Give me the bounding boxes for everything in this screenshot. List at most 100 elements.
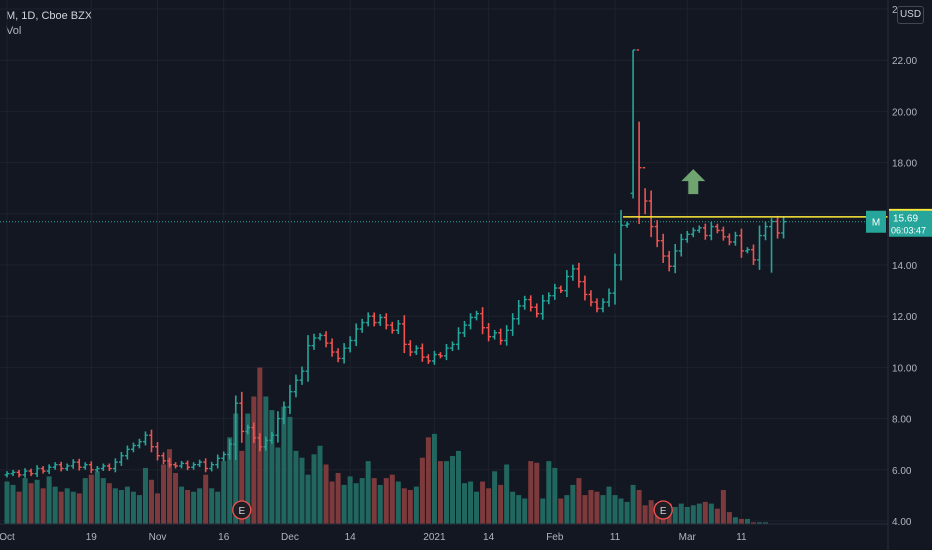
earnings-marker: E — [232, 500, 252, 520]
volume-bar — [359, 478, 365, 524]
price-bar — [137, 438, 142, 449]
volume-bar — [696, 503, 702, 524]
volume-bar — [155, 493, 160, 524]
price-bar — [269, 431, 275, 444]
price-tick-label: 22.00 — [892, 56, 917, 67]
price-bar — [558, 285, 564, 294]
price-bar — [654, 220, 660, 248]
volume-label[interactable]: Vol — [6, 25, 22, 37]
volume-bar — [558, 498, 564, 524]
price-bar — [630, 49, 636, 199]
volume-bar — [287, 416, 293, 524]
price-bar — [245, 424, 251, 435]
price-bar — [456, 327, 461, 350]
price-bar — [389, 321, 395, 334]
volume-bar — [684, 507, 690, 524]
volume-bar — [480, 481, 486, 524]
time-tick-label: Feb — [546, 532, 564, 543]
volume-bar — [118, 490, 124, 524]
volume-bar — [504, 464, 510, 524]
time-tick-label: 14 — [483, 532, 495, 543]
price-bar — [684, 230, 690, 243]
price-tick-label: 20.00 — [892, 107, 917, 118]
volume-bar — [197, 488, 203, 524]
price-bar — [576, 262, 582, 288]
price-bar — [227, 439, 233, 460]
volume-bar — [365, 461, 371, 524]
volume-bar — [76, 493, 82, 524]
price-bar — [305, 335, 311, 382]
price-bar — [486, 323, 491, 342]
symbol-title[interactable]: M, 1D, Cboe BZX — [6, 10, 93, 22]
last-price-label-text: 15.69 — [893, 214, 918, 225]
time-tick-label: Nov — [149, 532, 167, 543]
currency-badge[interactable]: USD — [897, 6, 924, 24]
price-bar — [251, 422, 257, 443]
price-bar — [299, 366, 305, 385]
volume-bar — [227, 437, 233, 524]
volume-bar — [492, 471, 498, 524]
price-bar — [660, 233, 666, 263]
price-bar — [155, 442, 160, 461]
volume-bar — [618, 498, 624, 524]
price-tick-label: 12.00 — [892, 312, 917, 323]
volume-bar — [161, 464, 167, 524]
volume-bar — [516, 495, 522, 524]
volume-bar — [744, 518, 750, 524]
volume-bar — [263, 396, 269, 524]
volume-bars — [4, 367, 769, 524]
price-bar — [257, 433, 263, 452]
price-bar — [28, 468, 34, 477]
volume-bar — [383, 478, 389, 524]
time-axis[interactable]: Oct 19 Nov 16 Dec 14 2021 14 Feb 11 Mar 11 — [0, 532, 747, 543]
volume-bar — [540, 498, 546, 524]
price-bar — [504, 325, 510, 346]
volume-bar — [28, 483, 34, 524]
volume-bar — [389, 474, 395, 524]
volume-bar — [40, 488, 46, 524]
price-bar — [600, 298, 606, 313]
price-tick-label: 18.00 — [892, 159, 917, 170]
price-bar — [534, 303, 540, 318]
volume-bar — [546, 461, 552, 524]
price-axis[interactable]: 4.006.008.0010.0012.0014.0016.0018.0020.… — [892, 5, 917, 528]
volume-bar — [215, 491, 221, 524]
volume-bar — [462, 483, 468, 524]
volume-bar — [58, 491, 64, 524]
price-bar — [480, 307, 485, 335]
volume-bar — [750, 522, 756, 524]
volume-bar — [678, 503, 684, 524]
volume-bar — [498, 484, 504, 524]
price-bar — [407, 340, 413, 357]
price-bar — [209, 461, 215, 472]
volume-bar — [600, 495, 606, 524]
volume-bar — [335, 473, 341, 524]
price-bar — [564, 270, 570, 298]
price-bar — [149, 429, 154, 453]
price-bar — [462, 320, 467, 338]
price-bar — [377, 314, 383, 326]
price-bar — [636, 49, 642, 225]
volume-bar — [425, 437, 431, 524]
price-bar — [347, 336, 353, 353]
price-bar — [179, 460, 184, 469]
price-bar — [612, 253, 618, 305]
earnings-marker-circle — [653, 500, 673, 520]
time-tick-label: 11 — [610, 532, 621, 543]
price-bar — [76, 458, 82, 471]
price-bar — [82, 462, 88, 470]
price-bar — [727, 233, 732, 246]
volume-bar — [245, 413, 251, 524]
volume-bar — [88, 474, 94, 524]
price-bar — [528, 295, 534, 312]
volume-bar — [239, 450, 245, 524]
time-tick-label: 14 — [345, 532, 357, 543]
price-bar — [642, 167, 648, 215]
price-bar — [40, 466, 46, 474]
volume-bar — [353, 483, 359, 524]
price-bar — [46, 464, 52, 474]
volume-bar — [82, 478, 88, 524]
price-bar — [624, 221, 630, 228]
